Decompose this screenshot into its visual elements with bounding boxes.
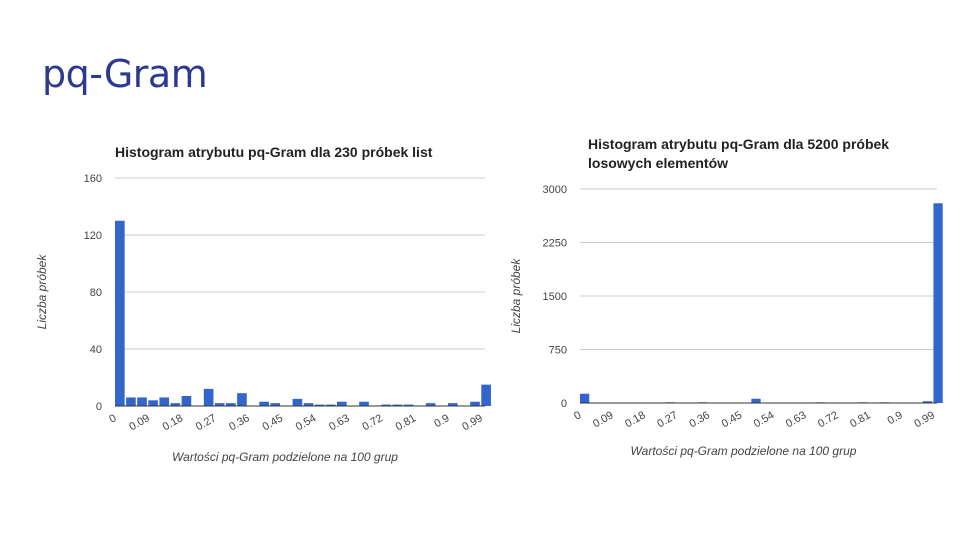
histogram-bar — [170, 403, 181, 406]
histogram-bar — [292, 398, 303, 406]
histogram-bar — [381, 404, 392, 406]
x-tick-label: 0.18 — [623, 409, 648, 430]
y-axis-label: Liczba próbek — [35, 254, 49, 330]
x-tick-label: 0.9 — [432, 412, 451, 430]
x-tick-label: 0.72 — [360, 412, 385, 433]
histogram-bar — [751, 398, 761, 403]
x-tick-label: 0.63 — [327, 412, 352, 433]
histogram-bar — [148, 400, 158, 406]
histogram-bar — [159, 397, 170, 406]
histogram-bar — [922, 401, 933, 403]
histogram-bar — [226, 403, 236, 406]
histogram-bar — [359, 401, 369, 406]
histogram-bar — [481, 384, 491, 406]
histogram-chart-random-elements: Histogram atrybutu pq-Gram dla 5200 prób… — [480, 125, 950, 475]
y-tick-label: 0 — [561, 398, 567, 410]
chart-svg: Histogram atrybutu pq-Gram dla 5200 prób… — [509, 136, 943, 458]
y-tick-label: 120 — [84, 230, 102, 242]
x-tick-label: 0.36 — [227, 412, 252, 433]
histogram-bar — [214, 403, 225, 406]
histogram-bar — [403, 404, 414, 406]
x-tick-label: 0.81 — [848, 409, 873, 430]
histogram-bar — [303, 403, 314, 406]
x-tick-label: 0.81 — [394, 412, 419, 433]
chart-svg: Histogram atrybutu pq-Gram dla 230 próbe… — [35, 144, 491, 464]
histogram-bar — [115, 220, 125, 406]
y-tick-label: 2250 — [543, 238, 567, 250]
chart-title: Histogram atrybutu pq-Gram dla 5200 prób… — [588, 136, 889, 171]
histogram-bar — [259, 401, 269, 406]
x-tick-label: 0.36 — [687, 409, 712, 430]
y-tick-label: 1500 — [543, 291, 567, 303]
histogram-bar — [425, 403, 436, 406]
x-tick-label: 0.27 — [194, 412, 219, 433]
histogram-bar — [203, 388, 214, 406]
y-tick-label: 0 — [96, 401, 102, 413]
histogram-chart-lists: Histogram atrybutu pq-Gram dla 230 próbe… — [0, 130, 491, 480]
y-axis-label: Liczba próbek — [509, 258, 523, 334]
histogram-bar — [580, 393, 590, 403]
x-tick-label: 0 — [572, 409, 583, 422]
chart-title-line: Histogram atrybutu pq-Gram dla 5200 prób… — [588, 136, 889, 152]
x-axis-label: Wartości pq-Gram podzielone na 100 grup — [631, 444, 857, 458]
x-tick-label: 0.18 — [161, 412, 186, 433]
x-tick-label: 0.9 — [886, 409, 905, 427]
x-tick-label: 0.09 — [127, 412, 152, 433]
y-tick-label: 3000 — [543, 184, 567, 196]
x-tick-label: 0.63 — [784, 409, 809, 430]
x-tick-label: 0.72 — [816, 409, 841, 430]
histogram-bar — [126, 397, 136, 406]
slide-title: pq-Gram — [42, 52, 208, 96]
histogram-bar — [392, 404, 403, 406]
histogram-bar — [470, 401, 480, 406]
y-tick-label: 40 — [90, 344, 102, 356]
histogram-bar — [314, 404, 325, 406]
x-tick-label: 0.45 — [720, 409, 745, 430]
histogram-bar — [270, 403, 281, 406]
histogram-bar — [137, 397, 147, 406]
x-axis-label: Wartości pq-Gram podzielone na 100 grup — [172, 450, 398, 464]
x-tick-label: 0 — [107, 412, 118, 425]
y-tick-label: 750 — [549, 345, 567, 357]
histogram-bar — [237, 393, 247, 406]
x-tick-label: 0.54 — [294, 412, 319, 433]
x-tick-label: 0.54 — [752, 409, 777, 430]
histogram-bar — [337, 401, 347, 406]
chart-title: Histogram atrybutu pq-Gram dla 230 próbe… — [115, 144, 433, 160]
histogram-bar — [448, 403, 458, 406]
x-tick-label: 0.27 — [655, 409, 680, 430]
histogram-bar — [325, 404, 336, 406]
x-tick-label: 0.45 — [260, 412, 285, 433]
chart-title-line: losowych elementów — [588, 155, 728, 171]
histogram-bar — [181, 396, 192, 406]
x-tick-label: 0.09 — [591, 409, 616, 430]
x-tick-label: 0.99 — [912, 409, 937, 430]
y-tick-label: 160 — [84, 173, 102, 185]
y-tick-label: 80 — [90, 287, 102, 299]
histogram-bar — [933, 203, 943, 403]
